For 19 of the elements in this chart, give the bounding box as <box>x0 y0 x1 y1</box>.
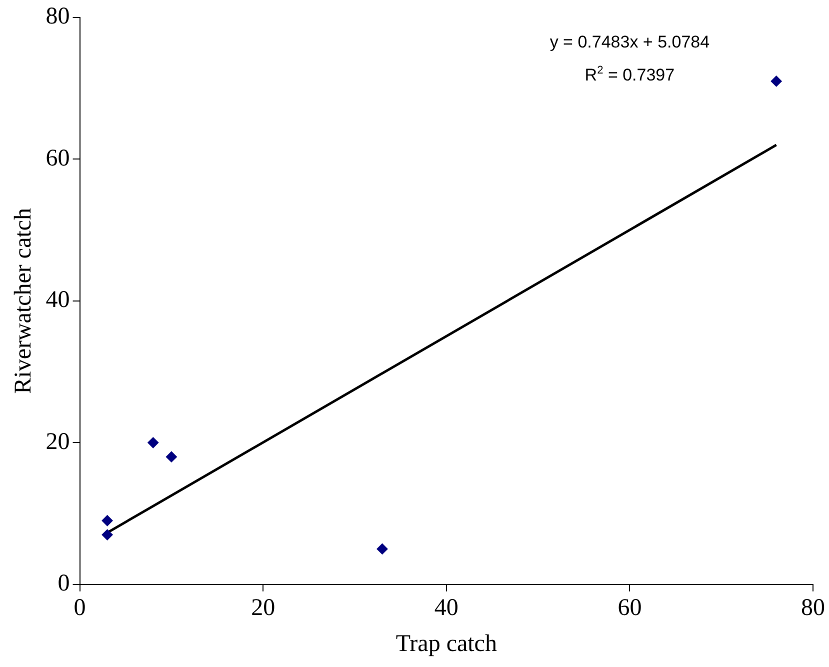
y-tick-label: 80 <box>46 4 70 30</box>
point <box>770 76 782 87</box>
point <box>376 543 388 554</box>
x-tick-label: 0 <box>74 595 86 622</box>
x-axis-title: Trap catch <box>396 630 497 657</box>
y-axis-title: Riverwatcher catch <box>10 208 37 394</box>
y-tick-label: 40 <box>46 287 70 314</box>
x-tick-label: 80 <box>801 595 825 622</box>
y-tick-label: 20 <box>46 428 70 455</box>
point <box>102 515 113 526</box>
y-tick-label: 60 <box>46 145 70 172</box>
x-tick-label: 20 <box>251 595 276 622</box>
x-tick-label: 40 <box>434 595 458 622</box>
point <box>148 437 159 448</box>
y-tick-label: 0 <box>58 570 70 597</box>
x-tick-label: 60 <box>618 595 642 622</box>
point <box>166 451 177 462</box>
point <box>102 529 113 540</box>
annotation: y = 0.7483x + 5.0784 <box>550 32 710 52</box>
